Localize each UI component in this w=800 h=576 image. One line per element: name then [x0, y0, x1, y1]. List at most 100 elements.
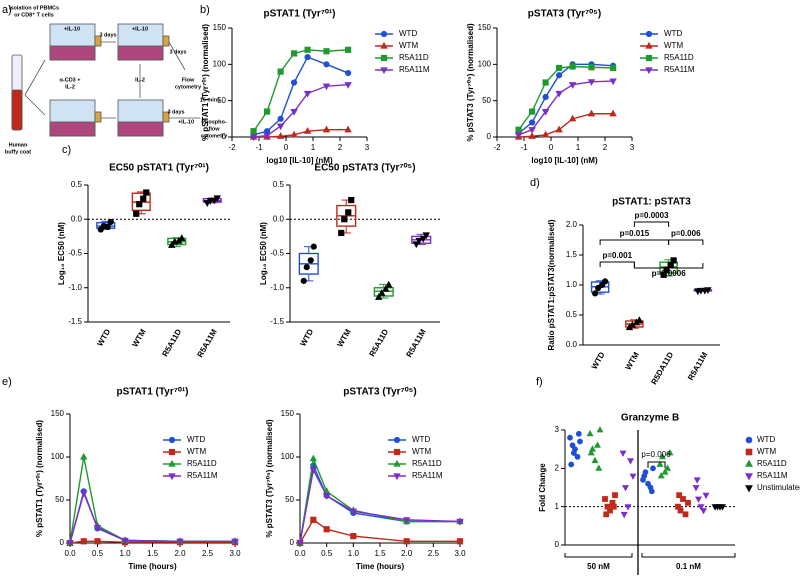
marker [143, 189, 150, 196]
marker [375, 293, 383, 300]
chart-title: pSTAT1: pSTAT3 [612, 197, 691, 208]
marker [121, 537, 129, 545]
marker [702, 492, 710, 500]
marker [422, 232, 430, 240]
marker [322, 83, 331, 91]
legend-marker [380, 41, 388, 49]
marker [586, 429, 594, 437]
marker [206, 198, 214, 205]
marker [648, 488, 655, 495]
y-tick-label: -0.5 [270, 249, 284, 258]
marker [309, 454, 318, 462]
marker [291, 50, 298, 57]
marker [300, 277, 307, 284]
marker [176, 538, 184, 546]
x-tick-label: R5A11D [367, 327, 390, 358]
schematic-label: 15 mins [200, 97, 220, 103]
marker [382, 284, 390, 292]
marker [338, 229, 345, 237]
flask-cap [94, 111, 102, 123]
legend-label: Unstimulated [757, 483, 800, 492]
marker [587, 79, 596, 86]
marker [587, 109, 596, 117]
marker [80, 538, 87, 545]
marker [303, 127, 312, 134]
x-tick-label: 1.5 [374, 549, 386, 558]
y-tick-label: 0.0 [566, 340, 578, 349]
x-tick-label: -1 [520, 143, 528, 152]
marker [323, 526, 330, 533]
y-tick-label: 0.5 [566, 310, 578, 319]
marker [620, 511, 628, 519]
marker [635, 316, 644, 323]
marker [569, 63, 576, 70]
marker [692, 485, 700, 492]
x-tick-label: R5A11M [195, 327, 219, 359]
legend-marker [168, 459, 176, 467]
x-tick-label: 1.0 [348, 549, 360, 558]
marker [250, 128, 257, 135]
schematic-label: IL-2 [135, 77, 145, 83]
marker [345, 46, 352, 53]
legend-label: WTD [757, 435, 775, 444]
y-tick-label: 50 [217, 96, 226, 105]
flask-medium [117, 45, 164, 61]
legend-marker [745, 473, 753, 481]
marker [591, 456, 599, 464]
legend-label: R5A11D [187, 459, 217, 468]
y-tick-label: 1 [555, 502, 560, 511]
marker [622, 485, 629, 492]
marker [570, 450, 577, 456]
marker [290, 108, 298, 116]
legend-label: R5A11M [664, 65, 695, 74]
legend-label: WTM [412, 447, 431, 456]
marker [345, 209, 352, 216]
schematic-label: +IL-10 [64, 26, 80, 32]
marker [345, 69, 352, 77]
marker [310, 243, 317, 250]
marker [529, 108, 536, 115]
y-tick-label: 2 [555, 463, 560, 472]
significance-bracket [633, 263, 704, 269]
legend-label: R5A11M [757, 471, 788, 480]
marker [596, 426, 604, 433]
legend-marker [645, 41, 653, 49]
legend-label: WTD [187, 435, 205, 444]
x-tick-label: R5DA11D [649, 350, 675, 386]
y-tick-label: -1.0 [68, 283, 82, 292]
series-line [299, 518, 460, 544]
marker [619, 450, 627, 457]
x-tick-label: R5A11M [686, 350, 710, 382]
legend-label: R5A11D [412, 459, 442, 468]
x-tick-label: -2 [493, 143, 501, 152]
legend-label: R5A11M [399, 65, 430, 74]
marker [515, 126, 522, 133]
marker [609, 78, 617, 86]
legend-label: WTD [664, 29, 682, 38]
marker [309, 467, 318, 475]
y-tick-label: 150 [213, 23, 227, 32]
x-tick-label: 0.5 [321, 549, 333, 558]
y-tick-label: 1.5 [566, 250, 578, 259]
marker [80, 452, 88, 460]
y-tick-label: -1.5 [68, 317, 82, 326]
marker [575, 430, 582, 437]
significance-bracket [633, 221, 670, 227]
y-axis-label: % pSTAT3 (Tyr⁷⁰⁵) (normalised) [265, 419, 274, 538]
y-tick-label: 2.0 [566, 220, 578, 229]
marker [307, 257, 314, 264]
flask-medium [49, 45, 96, 61]
marker [80, 490, 88, 498]
flask-cap [94, 35, 102, 47]
y-tick-label: 100 [51, 452, 65, 461]
legend-label: R5A11M [187, 471, 218, 480]
legend-marker [393, 473, 401, 481]
tube-blood [11, 89, 23, 131]
legend-marker [745, 448, 753, 456]
p-value: p=0.001 [602, 251, 632, 260]
x-tick-label: WTM [624, 350, 642, 371]
legend-marker [645, 54, 653, 62]
series-line [69, 456, 235, 544]
legend-label: WTM [399, 41, 418, 50]
marker [323, 61, 330, 68]
